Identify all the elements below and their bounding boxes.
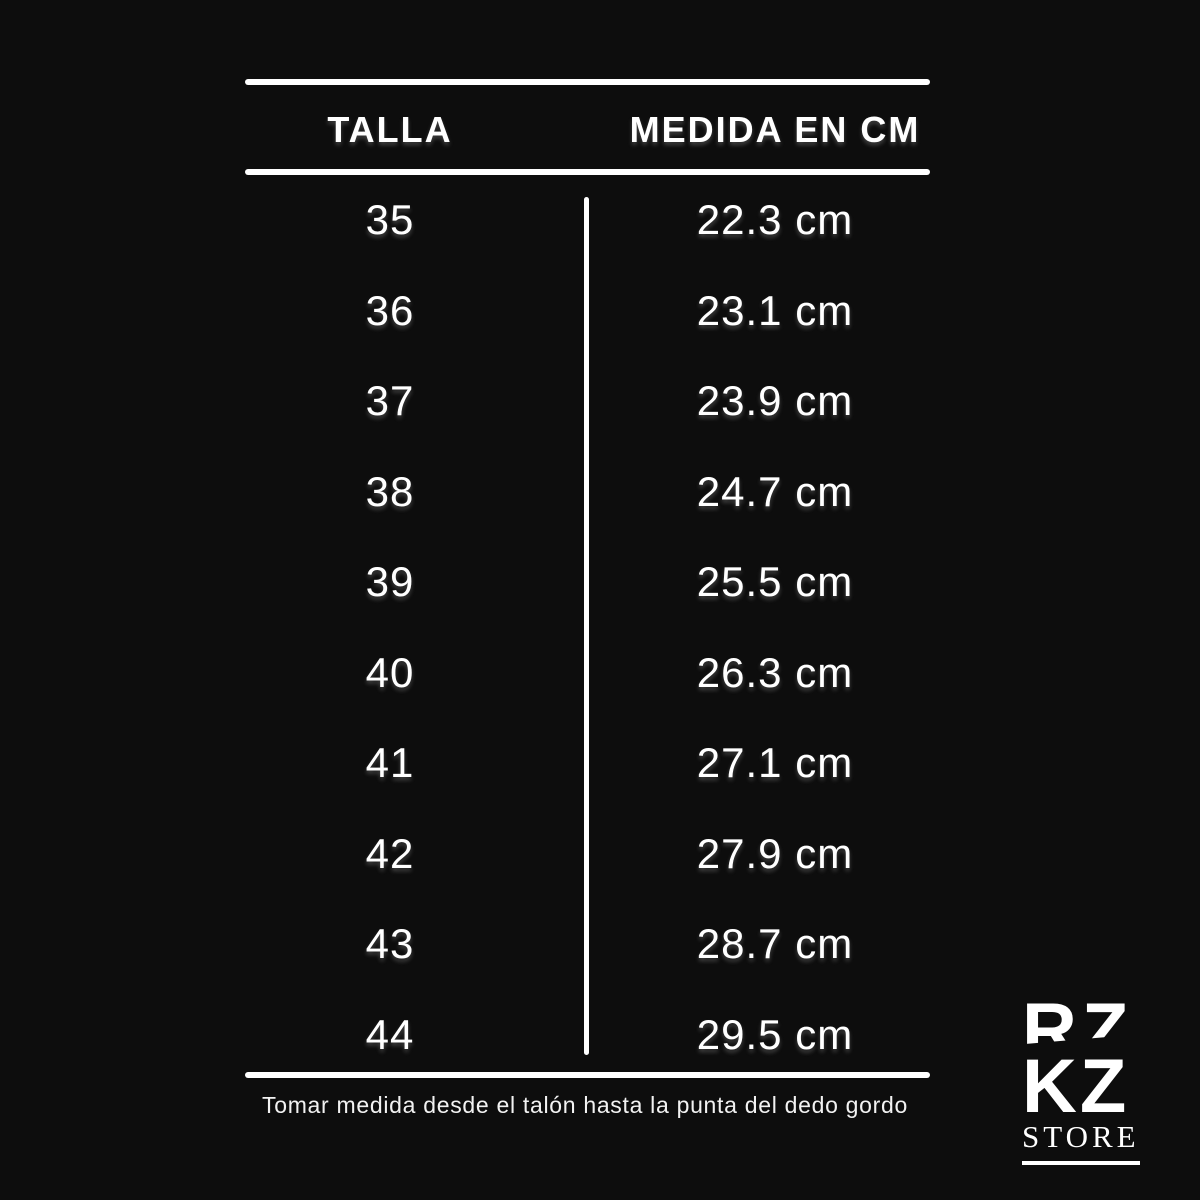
measure-value: 27.9 cm <box>696 829 854 877</box>
top-rule <box>245 79 930 85</box>
talla-column: 35 36 37 38 39 40 41 42 43 44 <box>240 175 540 1080</box>
measure-value: 27.1 cm <box>696 739 854 787</box>
size-value: 35 <box>365 196 415 244</box>
header-rule <box>245 169 930 175</box>
measure-value: 22.3 cm <box>696 196 854 244</box>
measure-value: 23.9 cm <box>696 377 854 425</box>
measure-value: 28.7 cm <box>696 920 854 968</box>
size-value: 39 <box>365 558 415 606</box>
column-divider <box>584 197 589 1055</box>
bottom-rule <box>245 1072 930 1078</box>
size-value: 36 <box>365 286 415 334</box>
size-value: 41 <box>365 739 415 787</box>
measure-value: 23.1 cm <box>696 286 854 334</box>
logo-store-label: STORE <box>1022 1119 1140 1165</box>
size-value: 40 <box>365 648 415 696</box>
logo-monogram-fragment: RZ <box>1022 993 1134 1047</box>
size-value: 43 <box>365 920 415 968</box>
size-value: 42 <box>365 829 415 877</box>
measure-value: 29.5 cm <box>696 1010 854 1058</box>
size-value: 37 <box>365 377 415 425</box>
measurement-instruction: Tomar medida desde el talón hasta la pun… <box>262 1092 908 1118</box>
measure-value: 24.7 cm <box>696 467 854 515</box>
column-header-talla: TALLA <box>327 109 453 150</box>
medida-column: 22.3 cm 23.1 cm 23.9 cm 24.7 cm 25.5 cm … <box>605 175 945 1080</box>
column-header-medida: MEDIDA EN CM <box>629 109 921 150</box>
kz-store-logo: RZ KZ STORE <box>1022 993 1167 1165</box>
logo-monogram: KZ <box>1022 1044 1130 1129</box>
size-value: 38 <box>365 467 415 515</box>
size-value: 44 <box>365 1010 415 1058</box>
measure-value: 25.5 cm <box>696 558 854 606</box>
measure-value: 26.3 cm <box>696 648 854 696</box>
